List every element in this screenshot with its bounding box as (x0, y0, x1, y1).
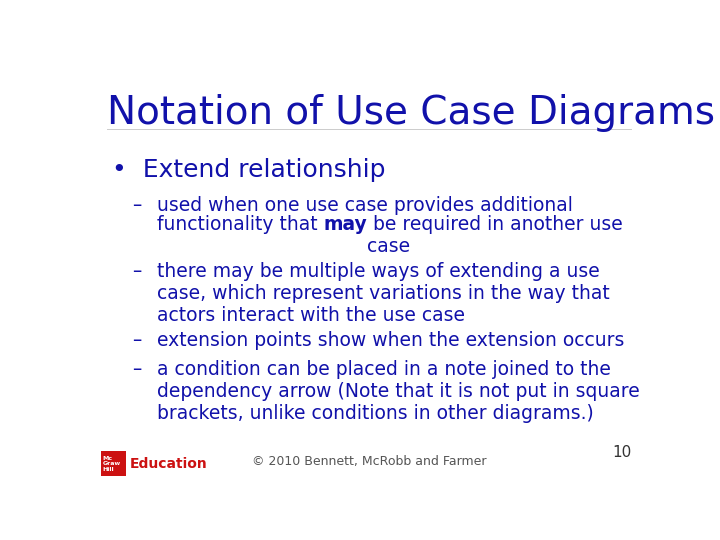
Text: 10: 10 (612, 445, 631, 460)
Text: –: – (132, 262, 141, 281)
Text: •  Extend relationship: • Extend relationship (112, 158, 386, 183)
Text: –: – (132, 360, 141, 379)
Text: there may be multiple ways of extending a use
case, which represent variations i: there may be multiple ways of extending … (157, 262, 610, 325)
Text: Education: Education (130, 457, 208, 471)
Text: –: – (132, 196, 141, 215)
Text: functionality that: functionality that (157, 215, 323, 234)
Text: be required in another use
case: be required in another use case (367, 215, 623, 256)
Text: extension points show when the extension occurs: extension points show when the extension… (157, 331, 624, 350)
Text: may: may (323, 215, 367, 234)
Text: © 2010 Bennett, McRobb and Farmer: © 2010 Bennett, McRobb and Farmer (252, 455, 486, 468)
FancyBboxPatch shape (101, 451, 126, 476)
Text: used when one use case provides additional: used when one use case provides addition… (157, 196, 573, 215)
Text: –: – (132, 331, 141, 350)
Text: Notation of Use Case Diagrams: Notation of Use Case Diagrams (107, 94, 715, 132)
Text: a condition can be placed in a note joined to the
dependency arrow (Note that it: a condition can be placed in a note join… (157, 360, 639, 423)
Text: Mc
Graw
Hill: Mc Graw Hill (103, 456, 121, 472)
